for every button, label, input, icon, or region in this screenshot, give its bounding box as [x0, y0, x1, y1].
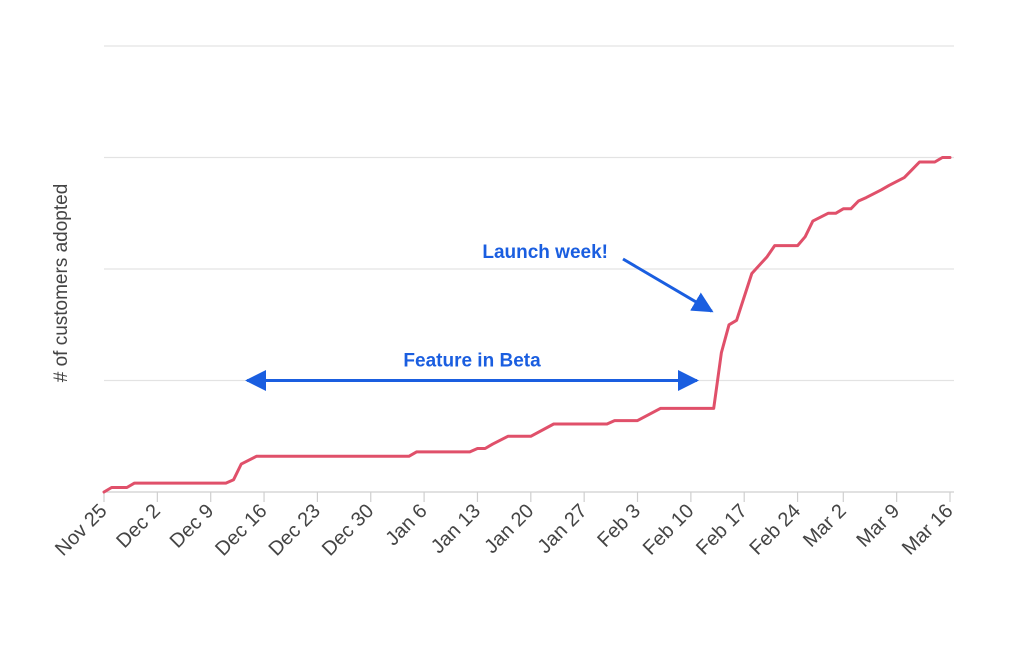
series-layer — [102, 156, 952, 494]
launch-annotation-label: Launch week! — [482, 242, 608, 263]
launch-arrow — [622, 257, 714, 313]
beta-annotation-label: Feature in Beta — [403, 351, 541, 372]
x-tick-label: Dec 16 — [211, 500, 271, 560]
x-tick-label: Feb 24 — [746, 500, 806, 560]
x-tick-label: Feb 10 — [639, 500, 699, 560]
x-tick-label: Feb 17 — [692, 500, 752, 560]
x-tick-label: Mar 16 — [898, 500, 958, 560]
x-tick-label: Jan 13 — [427, 500, 485, 558]
x-tick-label: Jan 20 — [480, 500, 538, 558]
x-tick-label: Dec 30 — [318, 500, 378, 560]
x-tick-label: Dec 2 — [112, 500, 165, 553]
y-axis-label: # of customers adopted — [51, 184, 72, 383]
x-tick-label: Mar 9 — [852, 500, 904, 552]
x-tick-label: Jan 27 — [534, 500, 592, 558]
x-tick-label: Dec 23 — [265, 500, 325, 560]
x-tick-label: Feb 3 — [593, 500, 645, 552]
x-tick-label: Nov 25 — [51, 500, 111, 560]
series-line — [102, 156, 952, 494]
annotations: Feature in Beta Launch week! — [245, 242, 714, 391]
x-tick-label: Mar 2 — [799, 500, 851, 552]
x-tick-label: Jan 6 — [381, 500, 431, 550]
